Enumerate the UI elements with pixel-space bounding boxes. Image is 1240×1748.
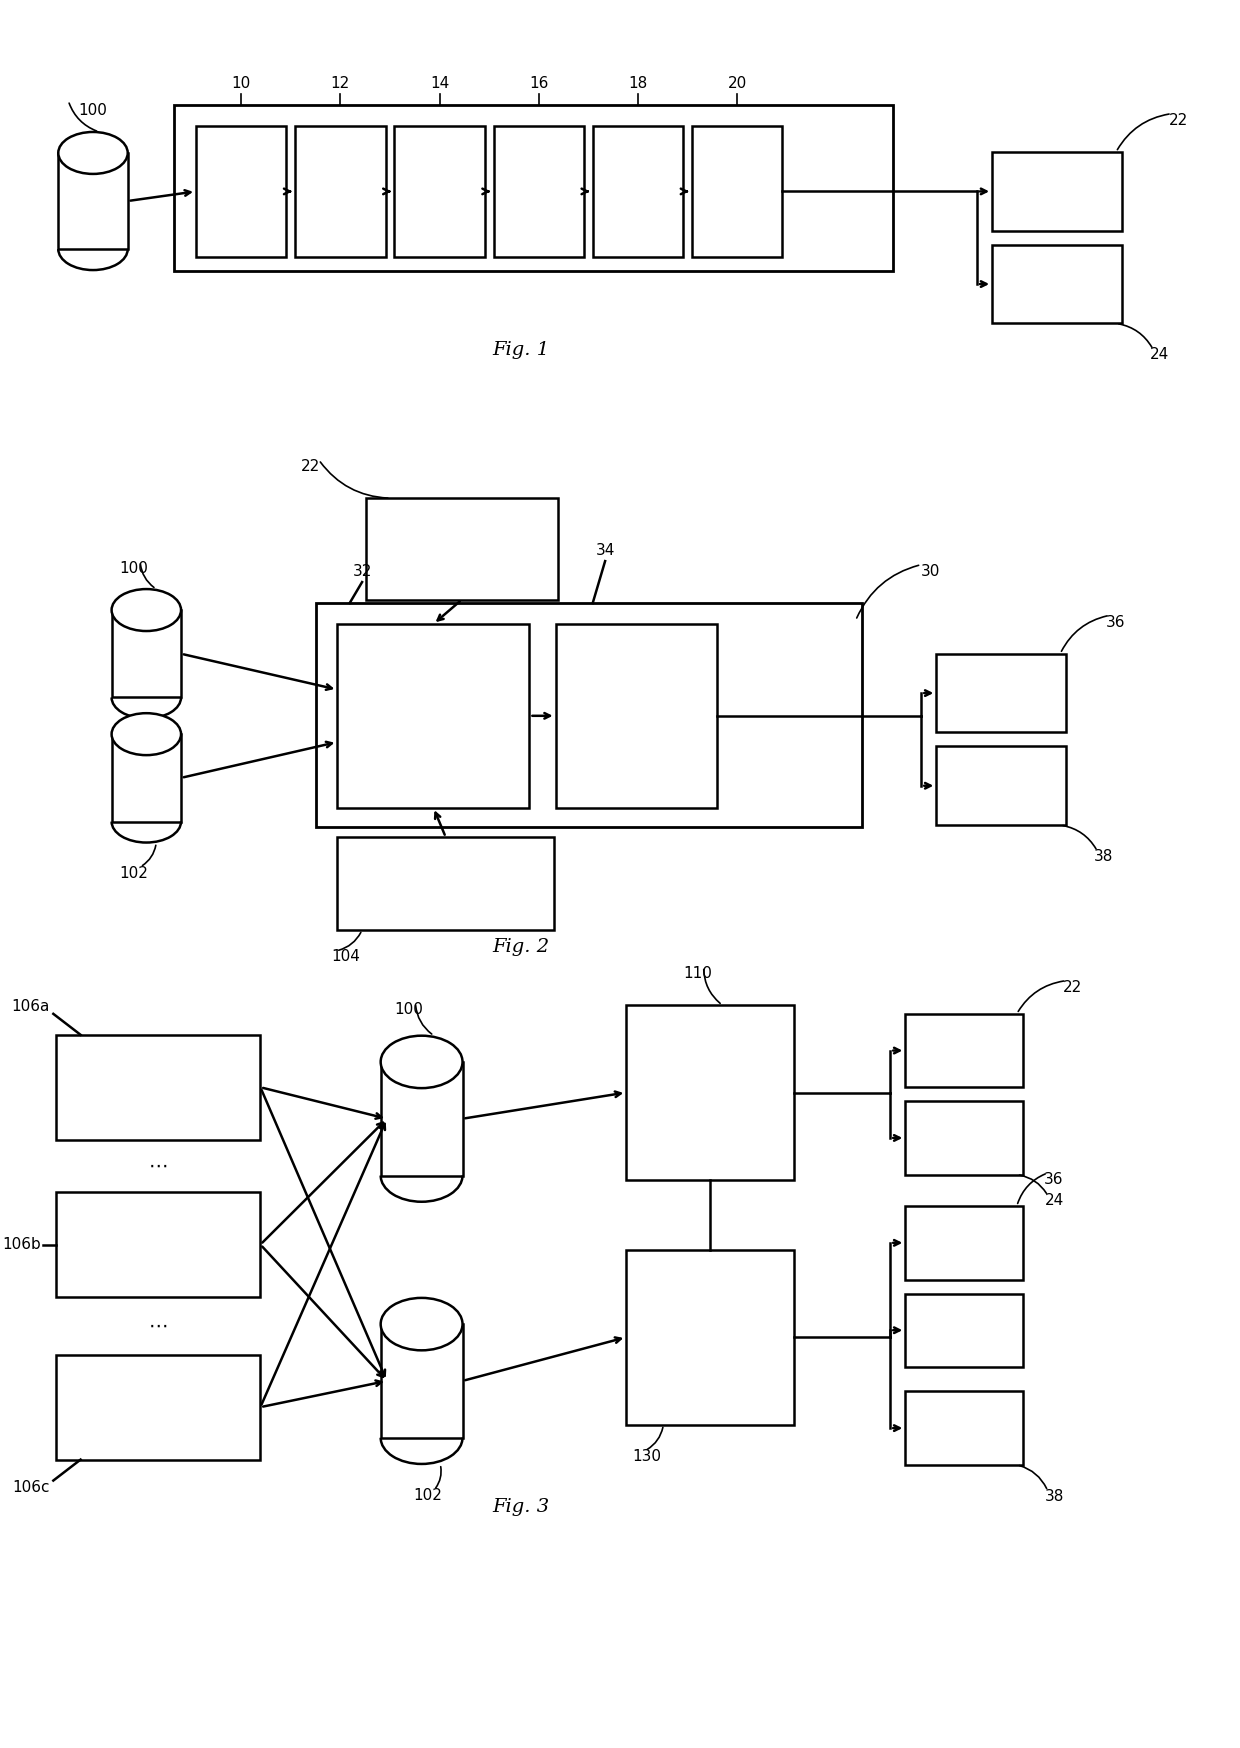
Text: 106a: 106a (11, 1000, 50, 1014)
Text: 24: 24 (1149, 348, 1169, 362)
Text: 22: 22 (1168, 114, 1188, 128)
Text: 24: 24 (1044, 1194, 1064, 1208)
Bar (626, 1250, 794, 1425)
Text: 102: 102 (119, 867, 149, 881)
Bar (337, 624, 529, 808)
Bar (58, 152, 128, 248)
Ellipse shape (381, 1035, 463, 1087)
Text: 36: 36 (1044, 1173, 1064, 1187)
Bar (905, 1014, 1023, 1087)
Text: 100: 100 (119, 561, 149, 575)
Ellipse shape (112, 589, 181, 631)
Bar (905, 1294, 1023, 1367)
Bar (112, 734, 181, 822)
Text: 22: 22 (1063, 981, 1083, 995)
Text: 34: 34 (595, 544, 615, 558)
Bar (381, 1061, 463, 1175)
Bar (626, 1005, 794, 1180)
Bar (905, 1206, 1023, 1280)
Text: 100: 100 (78, 103, 108, 119)
Text: 22: 22 (300, 460, 320, 474)
Bar (992, 152, 1122, 231)
Bar (56, 1355, 260, 1460)
Bar (394, 126, 485, 257)
Bar (112, 610, 181, 697)
Text: 18: 18 (629, 77, 647, 91)
Ellipse shape (381, 1297, 463, 1349)
Text: 106b: 106b (2, 1238, 41, 1252)
Text: Fig. 1: Fig. 1 (492, 341, 549, 358)
Text: 12: 12 (331, 77, 350, 91)
Bar (936, 746, 1066, 825)
Bar (337, 837, 554, 930)
Text: 104: 104 (331, 949, 360, 963)
Text: 36: 36 (1106, 615, 1126, 629)
Text: 106c: 106c (12, 1481, 50, 1495)
Text: 10: 10 (232, 77, 250, 91)
Text: 110: 110 (683, 967, 712, 981)
Text: Fig. 3: Fig. 3 (492, 1498, 549, 1516)
Text: 38: 38 (1094, 850, 1114, 864)
Text: 20: 20 (728, 77, 746, 91)
Bar (692, 126, 782, 257)
Text: 102: 102 (413, 1488, 443, 1503)
Ellipse shape (112, 713, 181, 755)
Bar (196, 126, 286, 257)
Text: Fig. 2: Fig. 2 (492, 939, 549, 956)
Bar (295, 126, 386, 257)
Text: ⋯: ⋯ (149, 1316, 167, 1335)
Text: 100: 100 (394, 1002, 424, 1017)
Ellipse shape (58, 133, 128, 173)
Bar (556, 624, 717, 808)
Bar (366, 498, 558, 600)
Text: 30: 30 (920, 565, 940, 579)
Text: 130: 130 (632, 1449, 661, 1463)
Bar (905, 1391, 1023, 1465)
Text: 14: 14 (430, 77, 449, 91)
Text: 16: 16 (529, 77, 548, 91)
Bar (494, 126, 584, 257)
Bar (56, 1035, 260, 1140)
Bar (316, 603, 862, 827)
Text: ⋯: ⋯ (149, 1157, 167, 1175)
Bar (593, 126, 683, 257)
Bar (56, 1192, 260, 1297)
Bar (381, 1325, 463, 1437)
Bar (905, 1101, 1023, 1175)
Text: 38: 38 (1044, 1489, 1064, 1503)
Bar (992, 245, 1122, 323)
Text: 32: 32 (352, 565, 372, 579)
Bar (936, 654, 1066, 732)
Bar (174, 105, 893, 271)
